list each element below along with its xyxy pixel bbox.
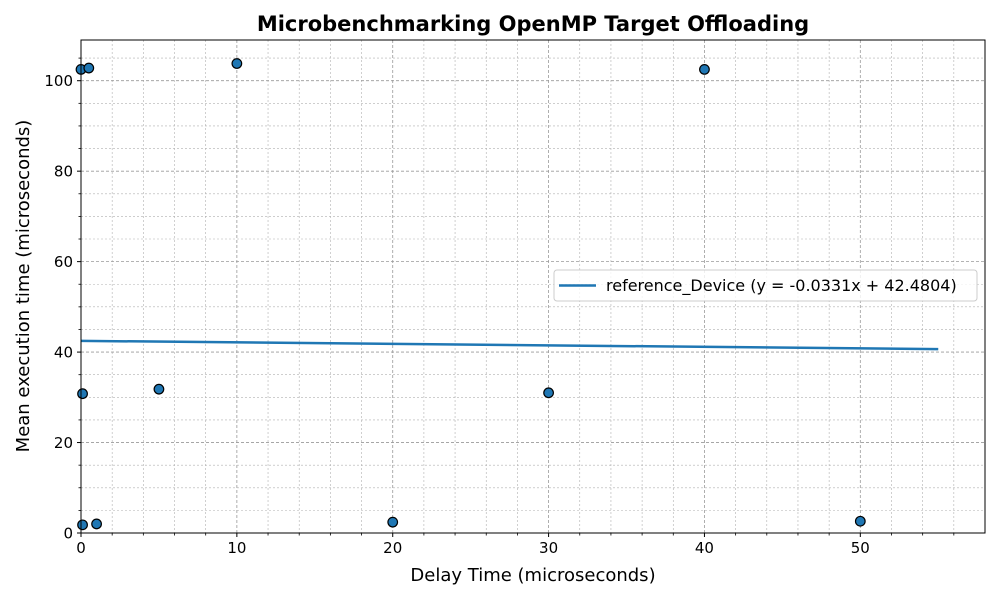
regression-line [80, 339, 939, 351]
axis-ticks [77, 57, 955, 537]
y-tick-label: 100 [44, 72, 73, 90]
fit-lines [80, 339, 939, 351]
x-tick-labels: 0 10 20 30 40 50 [76, 539, 870, 557]
data-point [231, 58, 243, 69]
data-point [91, 518, 102, 530]
y-tick-labels: 0 20 40 60 80 100 [44, 72, 73, 542]
x-tick-label: 30 [539, 539, 558, 557]
data-point [83, 62, 95, 74]
data-point [699, 63, 710, 75]
x-axis-title: Delay Time (microseconds) [410, 565, 655, 586]
y-tick-label: 20 [54, 434, 73, 452]
data-point [153, 383, 165, 395]
data-point [854, 515, 866, 527]
chart-title: Microbenchmarking OpenMP Target Offloadi… [257, 12, 809, 36]
y-tick-label: 80 [54, 163, 73, 181]
x-tick-label: 50 [851, 539, 870, 557]
legend-label: reference_Device (y = -0.0331x + 42.4804… [606, 276, 957, 296]
x-tick-label: 20 [383, 539, 402, 557]
minor-grid [81, 40, 985, 533]
plot-frame [80, 39, 986, 534]
data-points [75, 58, 866, 531]
y-axis-title: Mean execution time (microseconds) [13, 120, 34, 453]
y-tick-label: 60 [54, 253, 73, 271]
y-tick-label: 0 [63, 525, 73, 543]
data-point [77, 519, 88, 531]
data-point [77, 388, 88, 400]
x-tick-label: 10 [227, 539, 246, 557]
legend: reference_Device (y = -0.0331x + 42.4804… [553, 269, 978, 302]
data-point [387, 516, 399, 528]
data-point [543, 387, 554, 399]
legend-box [553, 269, 978, 302]
y-tick-label: 40 [54, 344, 73, 362]
x-tick-label: 0 [76, 539, 86, 557]
x-tick-label: 40 [695, 539, 714, 557]
